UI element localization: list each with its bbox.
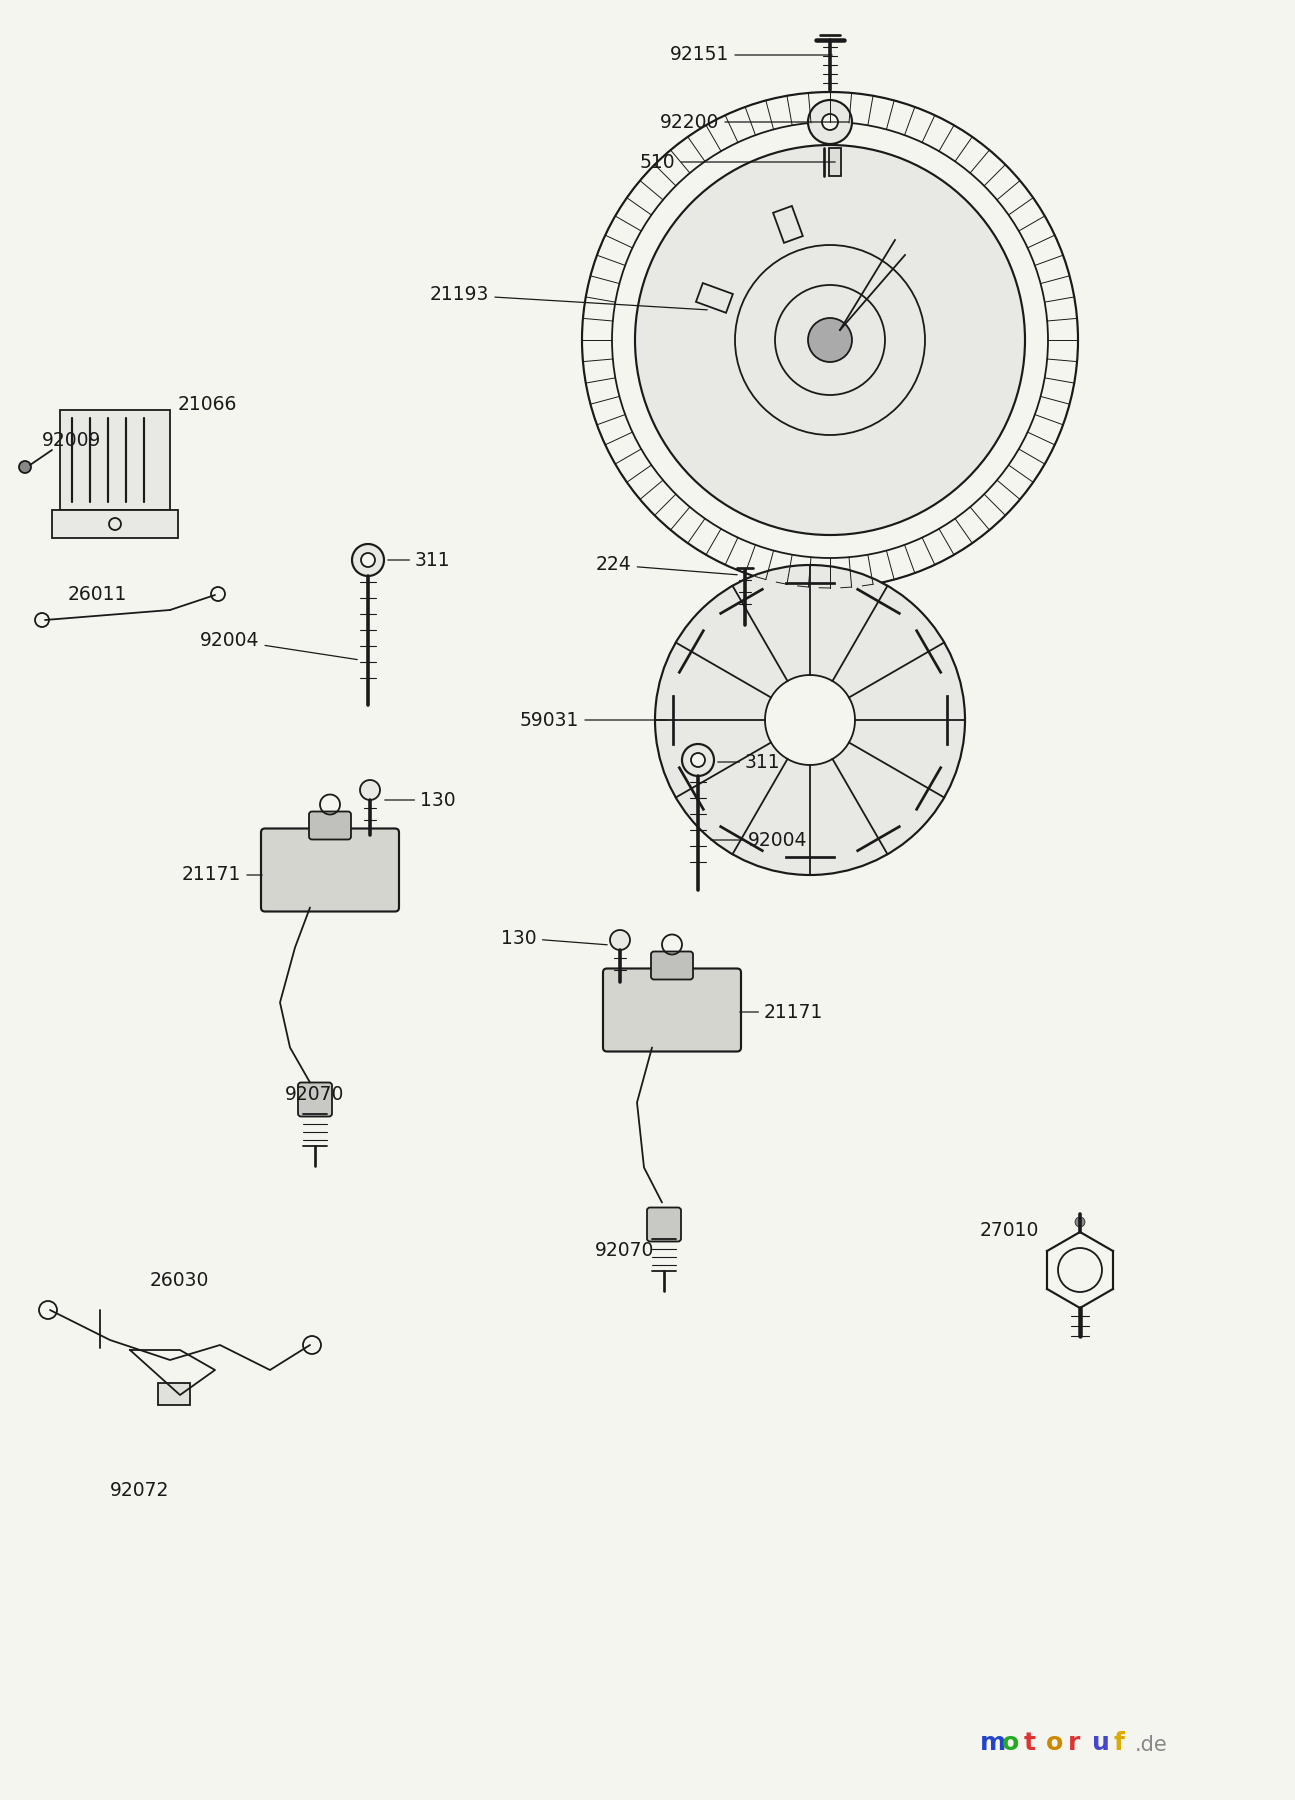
Bar <box>773 205 803 243</box>
Text: 311: 311 <box>387 551 451 569</box>
Text: 224: 224 <box>596 556 737 574</box>
Text: .de: .de <box>1134 1735 1168 1755</box>
Circle shape <box>360 779 379 799</box>
Text: 92009: 92009 <box>41 430 101 450</box>
Text: 92200: 92200 <box>660 112 850 131</box>
Circle shape <box>765 675 855 765</box>
Bar <box>158 1382 190 1406</box>
Circle shape <box>692 752 704 767</box>
Text: m: m <box>980 1732 1006 1755</box>
Text: 92151: 92151 <box>670 45 833 65</box>
Circle shape <box>352 544 385 576</box>
Text: 26030: 26030 <box>150 1271 210 1289</box>
Text: f: f <box>1114 1732 1125 1755</box>
Text: 92072: 92072 <box>110 1480 170 1499</box>
Text: 59031: 59031 <box>521 711 667 729</box>
FancyBboxPatch shape <box>603 968 741 1051</box>
Bar <box>52 509 177 538</box>
Text: 92070: 92070 <box>594 1240 654 1260</box>
FancyBboxPatch shape <box>262 828 399 911</box>
Circle shape <box>808 101 852 144</box>
Circle shape <box>635 146 1026 535</box>
Text: 92004: 92004 <box>199 630 357 659</box>
Text: 21171: 21171 <box>739 1003 824 1022</box>
FancyBboxPatch shape <box>651 952 693 979</box>
Bar <box>60 410 170 509</box>
Circle shape <box>361 553 376 567</box>
Text: 130: 130 <box>501 929 607 947</box>
Circle shape <box>682 743 714 776</box>
Text: t: t <box>1024 1732 1036 1755</box>
Text: 130: 130 <box>385 790 456 810</box>
Circle shape <box>822 113 838 130</box>
Circle shape <box>19 461 31 473</box>
Circle shape <box>655 565 965 875</box>
FancyBboxPatch shape <box>648 1208 681 1242</box>
Text: 27010: 27010 <box>980 1220 1040 1240</box>
Text: 92004: 92004 <box>711 830 808 850</box>
Circle shape <box>808 319 852 362</box>
Text: o: o <box>1046 1732 1063 1755</box>
FancyBboxPatch shape <box>298 1082 332 1116</box>
Bar <box>695 283 733 313</box>
Text: 92070: 92070 <box>285 1085 344 1105</box>
Text: r: r <box>1068 1732 1080 1755</box>
Circle shape <box>1075 1217 1085 1228</box>
Text: 510: 510 <box>640 153 835 171</box>
Text: 21171: 21171 <box>183 866 262 884</box>
FancyBboxPatch shape <box>310 812 351 839</box>
Text: o: o <box>1002 1732 1019 1755</box>
Text: 21193: 21193 <box>430 286 707 310</box>
Text: 21066: 21066 <box>177 396 237 414</box>
Text: 311: 311 <box>717 752 781 772</box>
Text: 26011: 26011 <box>69 585 127 605</box>
Circle shape <box>610 931 629 950</box>
Text: u: u <box>1092 1732 1110 1755</box>
Bar <box>829 148 840 176</box>
